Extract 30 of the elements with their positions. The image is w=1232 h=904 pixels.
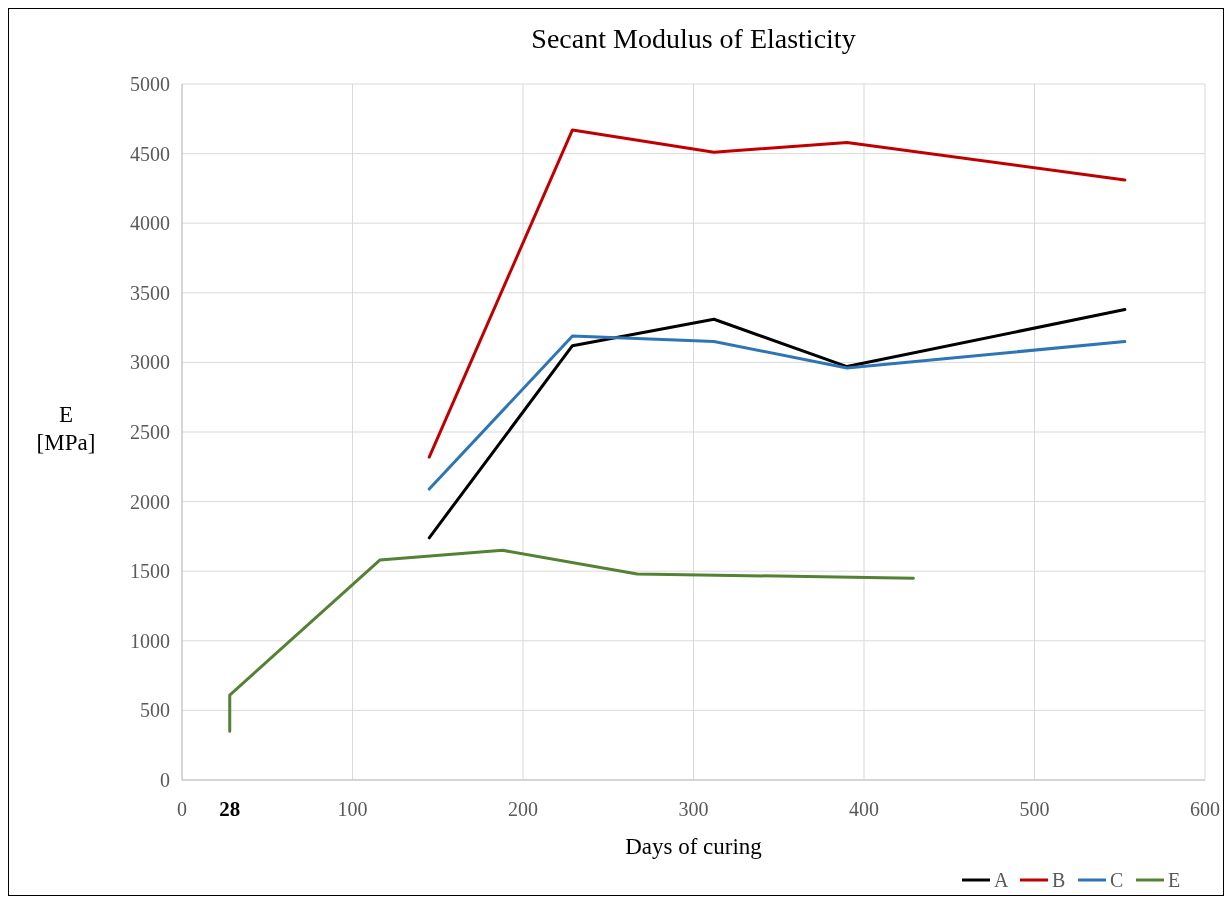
x-tick-label: 28: [219, 797, 241, 821]
legend-label: B: [1052, 869, 1066, 891]
line-series: [228, 548, 915, 733]
legend-label: E: [1168, 869, 1181, 891]
y-tick-label: 500: [140, 699, 170, 722]
legend-label: C: [1110, 869, 1124, 891]
y-axis-title: E [MPa]: [36, 402, 96, 455]
x-tick-label: 400: [849, 798, 879, 820]
y-tick-label: 3500: [130, 281, 170, 304]
x-tick-label: 600: [1190, 798, 1220, 820]
x-tick-label: 200: [508, 798, 538, 820]
x-axis-title: Days of curing: [625, 834, 763, 859]
line-series: [427, 128, 1127, 459]
y-tick-label: 0: [160, 769, 170, 791]
x-tick-label: 0: [177, 798, 187, 820]
y-tick-label: 2500: [130, 421, 170, 443]
y-tick-label: 2000: [130, 490, 170, 513]
y-tick-label: 5000: [130, 73, 170, 95]
y-tick-label: 4500: [130, 142, 170, 165]
y-tick-label: 3000: [130, 351, 170, 374]
legend-label: A: [994, 869, 1009, 891]
y-tick-label: 4000: [130, 212, 170, 235]
chart-title: Secant Modulus of Elasticity: [531, 23, 856, 54]
y-tick-label: 1000: [130, 629, 170, 652]
line-series: [427, 308, 1127, 540]
y-tick-label: 1500: [130, 560, 170, 583]
line-series: [427, 334, 1127, 491]
x-tick-label: 300: [678, 798, 709, 820]
x-tick-label: 100: [337, 798, 368, 820]
x-tick-label: 500: [1019, 798, 1050, 820]
